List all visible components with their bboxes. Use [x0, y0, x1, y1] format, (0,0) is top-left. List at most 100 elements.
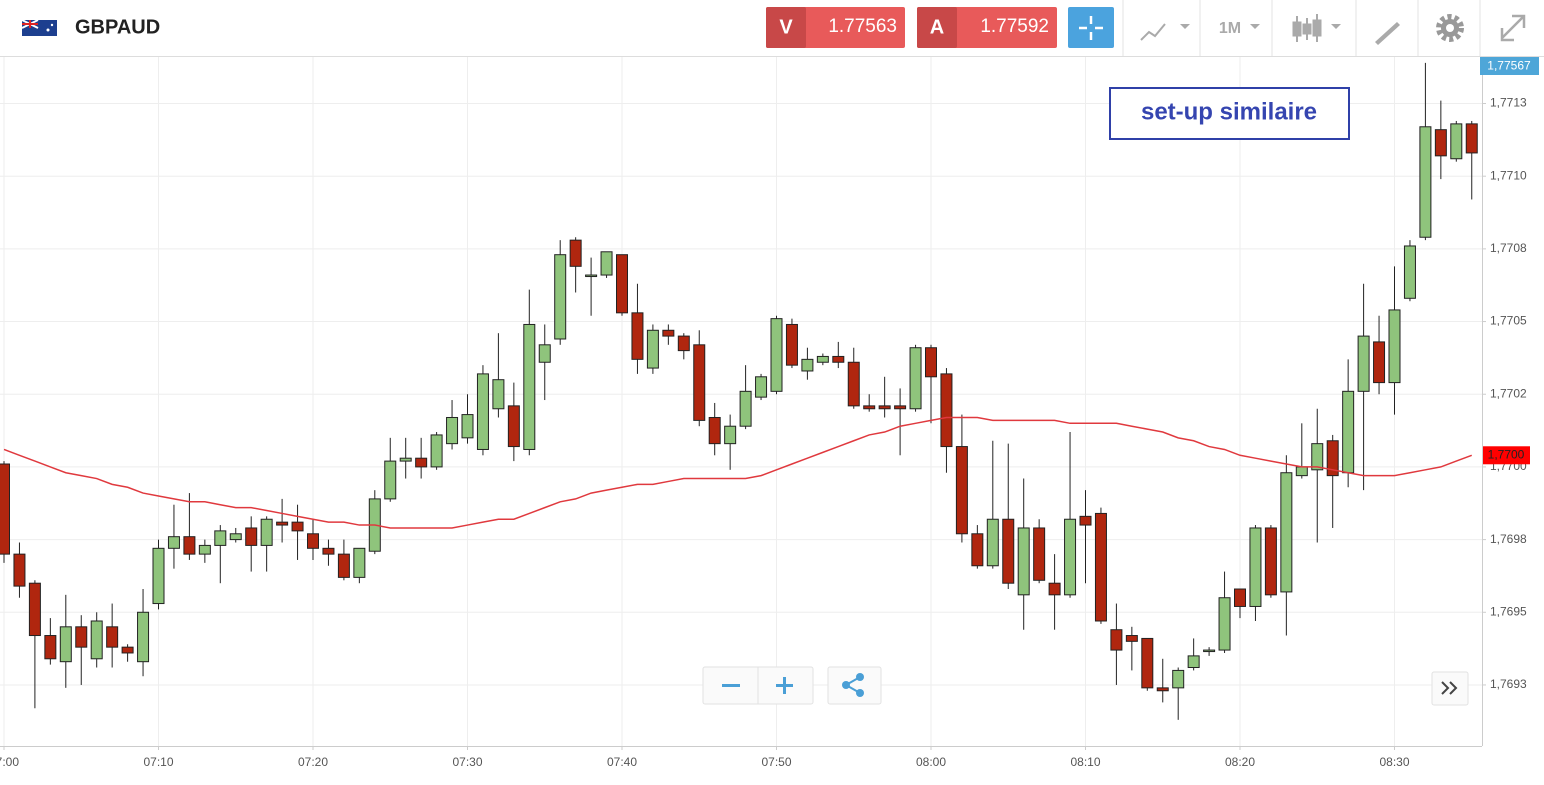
candle-body [1017, 527, 1030, 596]
annotation-box [1109, 87, 1350, 140]
candle-body [1125, 635, 1138, 642]
candle-body [446, 416, 459, 445]
candle-body [0, 463, 10, 555]
candle-body [1434, 129, 1447, 157]
candle-body [1450, 123, 1463, 160]
settings-button[interactable] [1436, 14, 1464, 42]
fullscreen-button[interactable] [1500, 14, 1526, 42]
candle-body [276, 521, 289, 526]
flag [21, 19, 57, 36]
candle-body [878, 405, 891, 410]
candle-body [1403, 245, 1416, 299]
timeframe-button[interactable]: 1M [1219, 20, 1260, 37]
candle-body [415, 457, 428, 468]
candle-body [1048, 582, 1061, 596]
candle-body [75, 626, 88, 648]
candle-body [90, 620, 103, 660]
candle-body [245, 527, 258, 546]
candle-body [1465, 123, 1478, 154]
candle-body [755, 376, 768, 398]
y-tick-label: 1,7698 [1490, 532, 1527, 546]
candle-body [137, 611, 150, 663]
candle-body [708, 416, 721, 445]
drawing-tools-button[interactable] [1375, 22, 1400, 45]
candle-body [662, 329, 675, 337]
candle-body [1342, 390, 1355, 474]
candle-body [1373, 341, 1386, 384]
y-tick-label: 1,7713 [1490, 96, 1527, 110]
x-tick-label: 08:30 [1379, 755, 1409, 769]
crosshair-icon[interactable] [1079, 16, 1103, 40]
candle-body [940, 373, 953, 448]
dropdown-caret[interactable] [1180, 24, 1190, 29]
zoom-in-button[interactable] [776, 677, 793, 694]
candle-body [198, 544, 211, 555]
candle-body [1264, 527, 1277, 596]
candle-body [600, 251, 613, 276]
buy-button-tag[interactable] [917, 7, 957, 48]
candle-body [322, 547, 335, 555]
candle-body [538, 344, 551, 363]
share-button[interactable] [842, 673, 864, 697]
buy-button[interactable]: A 1.77592 [917, 7, 1057, 48]
annotation-text: set-up similaire [1141, 98, 1317, 125]
candle-body [724, 425, 737, 445]
candle-body [816, 355, 829, 363]
candle-body [167, 536, 180, 549]
gear-teeth[interactable] [1436, 14, 1464, 42]
candle-body [1388, 309, 1401, 384]
dropdown-caret[interactable] [1250, 24, 1260, 29]
x-tick-label: 08:20 [1225, 755, 1255, 769]
scroll-end-button[interactable] [1441, 681, 1458, 695]
share-box[interactable] [827, 666, 882, 705]
candle-body [121, 646, 134, 654]
price-tag-bg [1480, 57, 1539, 75]
sell-button[interactable]: V 1.77563 [766, 7, 905, 48]
gear-hole[interactable] [1446, 24, 1454, 32]
candle-body [1280, 472, 1293, 593]
chart-type-button[interactable] [1140, 23, 1190, 41]
candle-body [693, 344, 706, 421]
chart-type-icon[interactable] [1140, 23, 1166, 41]
candle-body [106, 626, 119, 648]
candle-body [894, 405, 907, 410]
buy-label[interactable]: A [930, 16, 944, 38]
candle-body [307, 533, 319, 549]
x-tick-label: 08:10 [1070, 755, 1100, 769]
crosshair-button[interactable] [1068, 7, 1114, 48]
x-tick-label: 07:00 [0, 755, 19, 769]
sell-button-tag[interactable] [766, 7, 806, 48]
candle-style-button[interactable] [1292, 14, 1341, 42]
x-tick-label: 07:50 [761, 755, 791, 769]
scroll-end-box[interactable] [1431, 671, 1469, 706]
timeframe[interactable]: 1M [1219, 20, 1241, 37]
candle-body [260, 518, 273, 546]
plot-area [0, 62, 1478, 720]
candle-body [801, 358, 814, 372]
candle-body [214, 530, 227, 546]
candle-body [384, 460, 397, 500]
ma-tag-bg [1483, 446, 1530, 465]
candle-body [337, 553, 350, 578]
pencil-icon[interactable] [1375, 22, 1400, 45]
y-tick-label: 1,7708 [1490, 241, 1527, 255]
candle-body [229, 533, 242, 541]
candle-body [1110, 629, 1123, 651]
candle-body [1295, 466, 1308, 477]
candle-body [44, 635, 57, 660]
candle-body [909, 347, 922, 410]
price-tag: 1,77567 [1480, 57, 1539, 75]
candle-body [353, 547, 366, 578]
candle-body [1218, 597, 1231, 651]
candle-body [461, 414, 474, 439]
candle-body [847, 361, 860, 407]
candle-body [1187, 655, 1200, 669]
crosshair-bg[interactable] [1068, 7, 1114, 48]
sell-price[interactable]: 1.77563 [828, 16, 897, 37]
sell-label[interactable]: V [779, 16, 793, 38]
annotation: set-up similaire [1109, 87, 1350, 140]
candle-body [925, 347, 937, 378]
buy-price[interactable]: 1.77592 [980, 16, 1049, 37]
y-tick-label: 1,7702 [1490, 386, 1527, 400]
